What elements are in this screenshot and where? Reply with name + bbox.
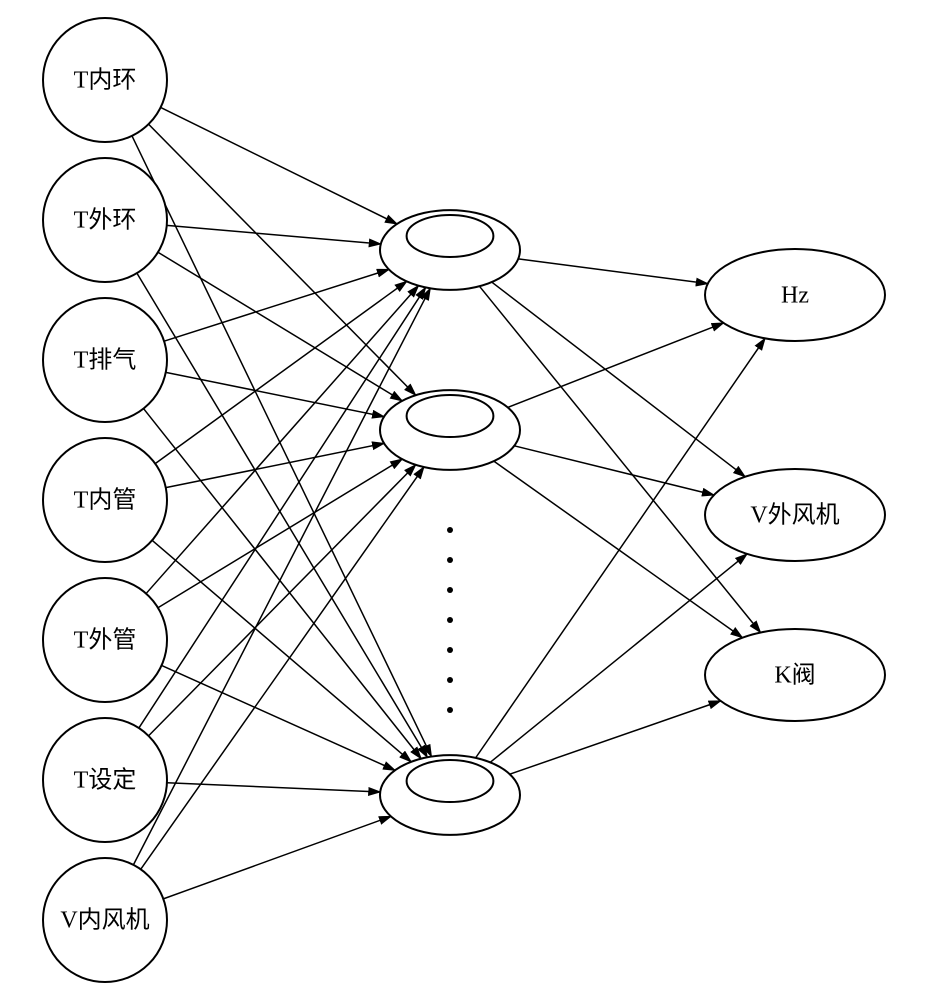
output-node-label: K阀 bbox=[774, 662, 815, 689]
input-node: T外管 bbox=[43, 578, 167, 702]
input-node-label: T设定 bbox=[74, 767, 137, 794]
hidden-node bbox=[380, 755, 520, 835]
ellipsis-dots bbox=[447, 527, 453, 713]
output-node: K阀 bbox=[705, 629, 885, 721]
output-layer: Hz V外风机 K阀 bbox=[705, 249, 885, 721]
input-node: T外环 bbox=[43, 158, 167, 282]
input-node-label: T内环 bbox=[74, 67, 137, 94]
output-node-label: Hz bbox=[781, 283, 809, 309]
input-node: T排气 bbox=[43, 298, 167, 422]
output-node-label: V外风机 bbox=[750, 502, 839, 529]
input-node-label: T排气 bbox=[74, 347, 137, 374]
input-layer: T内环 T外环 T排气 T内管 T外管 T设定 V内风机 bbox=[43, 18, 167, 982]
hidden-node bbox=[380, 210, 520, 290]
input-node-label: T内管 bbox=[74, 487, 137, 514]
input-node-label: V内风机 bbox=[60, 907, 149, 934]
input-node: T设定 bbox=[43, 718, 167, 842]
hidden-node bbox=[380, 390, 520, 470]
input-node-label: T外环 bbox=[74, 207, 137, 234]
output-node: V外风机 bbox=[705, 469, 885, 561]
input-node: T内管 bbox=[43, 438, 167, 562]
neural-network-diagram: T内环 T外环 T排气 T内管 T外管 T设定 V内风机 Hz V外风机 K阀 bbox=[0, 0, 952, 1000]
input-node: V内风机 bbox=[43, 858, 167, 982]
output-node: Hz bbox=[705, 249, 885, 341]
input-node: T内环 bbox=[43, 18, 167, 142]
hidden-layer bbox=[380, 210, 520, 835]
input-node-label: T外管 bbox=[74, 627, 137, 654]
